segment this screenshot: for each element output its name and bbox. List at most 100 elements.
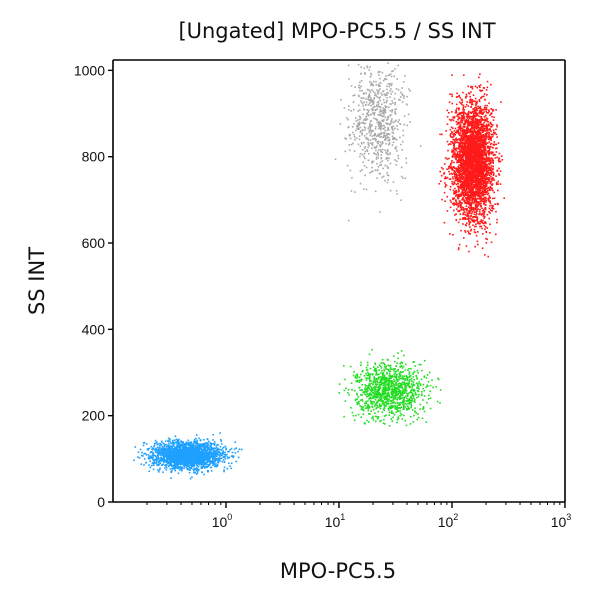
event-point [208, 455, 211, 457]
event-point [184, 464, 186, 466]
event-point [189, 441, 191, 444]
event-point [180, 463, 182, 465]
event-point [209, 461, 212, 464]
event-point [386, 150, 389, 153]
event-point [372, 395, 375, 398]
event-point [187, 447, 189, 450]
event-point [458, 243, 461, 246]
event-point [377, 374, 379, 376]
event-point [184, 457, 186, 459]
event-point [181, 455, 184, 457]
event-point [185, 466, 188, 469]
event-point [378, 364, 381, 367]
event-point [376, 104, 378, 107]
event-point [486, 86, 489, 89]
event-point [214, 452, 216, 454]
event-point [438, 378, 440, 381]
event-point [485, 114, 487, 117]
event-point [388, 375, 391, 377]
event-point [428, 371, 431, 374]
event-point [350, 407, 352, 409]
event-point [399, 362, 401, 365]
event-point [357, 401, 359, 404]
event-point [359, 405, 361, 407]
event-point [165, 449, 168, 451]
event-point [210, 466, 213, 469]
event-point [394, 372, 397, 375]
event-point [158, 459, 161, 462]
event-point [395, 374, 398, 377]
event-point [485, 134, 488, 137]
event-point [476, 100, 478, 103]
event-point [369, 129, 371, 131]
event-point [358, 95, 360, 98]
event-point [486, 129, 489, 132]
event-point [166, 457, 169, 460]
event-point [368, 373, 370, 375]
event-point [188, 471, 191, 474]
event-point [381, 378, 384, 381]
event-point [397, 154, 399, 157]
event-point [155, 447, 157, 450]
event-point [227, 457, 229, 460]
event-point [368, 95, 371, 97]
event-point [391, 138, 394, 140]
event-point [197, 460, 200, 462]
event-point [393, 138, 395, 140]
event-point [357, 379, 359, 382]
event-point [396, 378, 398, 381]
event-point [161, 448, 163, 451]
event-point [457, 210, 459, 212]
event-point [214, 455, 217, 457]
event-point [350, 110, 353, 112]
event-point [384, 385, 387, 388]
event-point [163, 461, 165, 463]
event-point [461, 134, 463, 136]
event-point [484, 191, 486, 194]
event-point [391, 144, 394, 146]
event-point [189, 450, 191, 452]
event-point [196, 439, 198, 442]
event-point [377, 140, 379, 143]
event-point [390, 114, 392, 116]
event-point [365, 400, 367, 403]
event-point [232, 456, 234, 459]
event-point [378, 125, 380, 127]
event-point [359, 389, 361, 392]
event-point [166, 456, 168, 459]
event-point [495, 183, 498, 186]
event-point [396, 390, 399, 393]
event-point [216, 452, 219, 454]
event-point [177, 463, 179, 466]
event-point [359, 145, 362, 148]
event-point [143, 464, 145, 466]
event-point [195, 437, 197, 440]
event-point [379, 403, 381, 405]
event-point [378, 114, 381, 116]
event-point [374, 363, 377, 366]
event-point [359, 131, 362, 134]
event-point [379, 121, 382, 123]
event-point [150, 445, 153, 448]
event-point [368, 382, 371, 385]
event-point [180, 448, 183, 451]
event-point [390, 418, 392, 420]
event-point [170, 445, 173, 448]
event-point [365, 166, 368, 169]
event-point [406, 397, 408, 399]
event-point [403, 95, 405, 97]
event-point [373, 401, 375, 403]
event-point [373, 96, 375, 99]
event-point [196, 464, 198, 466]
event-point [402, 400, 404, 402]
event-point [366, 150, 369, 152]
event-point [202, 459, 204, 462]
event-point [211, 456, 214, 458]
event-point [404, 389, 406, 392]
event-point [404, 402, 406, 404]
event-point [415, 382, 418, 384]
event-point [178, 461, 180, 463]
event-point [374, 381, 377, 383]
event-point [439, 389, 442, 391]
event-point [402, 370, 404, 373]
